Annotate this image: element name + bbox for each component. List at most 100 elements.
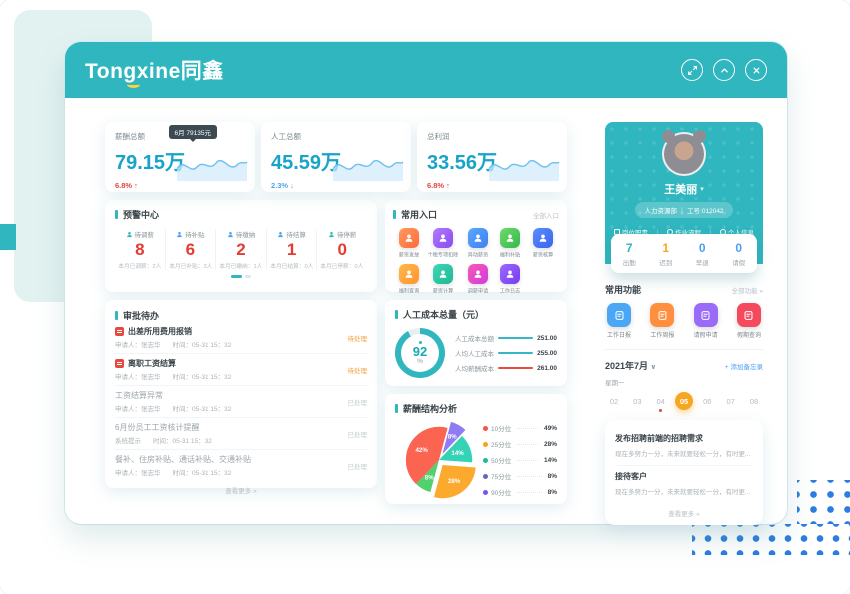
attendance-stat-value: 1 <box>662 241 670 255</box>
calendar-month[interactable]: 2021年7月 ∨ <box>605 359 656 372</box>
pie-legend-label: 75分位 <box>491 474 512 481</box>
pie-legend-value: 49% <box>543 424 557 432</box>
calendar-day[interactable]: 03 <box>633 396 642 406</box>
salary-structure-title: 薪酬结构分析 <box>395 402 557 415</box>
function-item[interactable]: 假期查询 <box>736 303 761 339</box>
close-circle-icon[interactable] <box>745 59 767 81</box>
avatar[interactable] <box>662 130 706 176</box>
warning-item[interactable]: 待缴纳 2 本月已缴纳：1人 <box>216 229 267 271</box>
quick-entry[interactable]: 薪资计算 <box>425 264 461 295</box>
approval-item[interactable]: 餐补、住房补贴、通话补贴、交通补贴 申请人：张志华 时间：05-31 15：32… <box>115 450 367 481</box>
pager-dot-active[interactable] <box>231 275 242 279</box>
chevron-up-circle-icon[interactable] <box>713 59 735 81</box>
donut-unit: % <box>417 358 423 365</box>
calendar-day[interactable]: 07 <box>726 396 735 406</box>
warning-item[interactable]: 待停薪 0 本月已停薪：0人 <box>317 229 367 270</box>
pager-dot[interactable] <box>245 275 251 279</box>
quick-entry[interactable]: 薪资发放 <box>393 228 425 259</box>
window-controls <box>681 59 767 81</box>
chevron-down-icon[interactable]: ▾ <box>700 186 704 193</box>
quick-entry[interactable]: 调薪申请 <box>462 264 495 295</box>
approvals-more-link[interactable]: 查看更多 » <box>225 488 257 495</box>
app-header: Tongxine同鑫 <box>65 42 787 98</box>
pie-slice <box>433 465 476 499</box>
labor-cost-panel: 人工成本总量（元） 92 % <box>385 300 567 386</box>
approval-item-time: 时间：05-31 15：32 <box>172 470 232 477</box>
calendar-day[interactable]: 06 <box>703 396 712 406</box>
approval-item-title: 工资结算异常 <box>115 391 163 400</box>
quick-entry[interactable]: 个税专项扣除 <box>425 228 461 259</box>
warning-item[interactable]: 待结算 1 本月已结算：0人 <box>267 229 318 271</box>
warning-pager[interactable] <box>115 275 367 279</box>
pie-slice-label: 14% <box>451 450 464 457</box>
approval-status-badge: 已处理 <box>347 431 368 439</box>
person-icon <box>227 231 234 238</box>
function-item[interactable]: 工作周报 <box>650 303 674 339</box>
add-memo-link[interactable]: + 添加备忘录 <box>724 363 763 371</box>
legend-leader-line <box>517 475 542 477</box>
calendar-day[interactable]: 08 <box>749 396 759 406</box>
warning-item-count: 6 <box>185 240 196 259</box>
person-app-icon <box>500 228 521 248</box>
warning-item-sub: 本月已停薪：0人 <box>320 264 364 270</box>
quick-entry[interactable]: 薪资核算 <box>527 228 560 259</box>
quick-entry[interactable]: 福利查询 <box>393 264 425 295</box>
approval-item[interactable]: 离职工资结算 申请人：张志华 时间：05-31 15：32 待处理 <box>115 354 367 386</box>
legend-leader-line <box>517 427 538 429</box>
window-content: 薪酬总额 79.15万 6.8% ↑ 6月 79135元 人工总额 <box>65 98 787 525</box>
app-logo: Tongxine同鑫 <box>85 55 224 88</box>
notice-item[interactable]: 发布招聘前端的招聘需求 现在多努力一分，未来就要轻松一分，有时更... <box>615 428 753 466</box>
document-red-icon <box>115 327 124 336</box>
warning-item-sub: 本月已调薪：2人 <box>118 264 162 270</box>
notices-list: 发布招聘前端的招聘需求 现在多努力一分，未来就要轻松一分，有时更... 接待客户… <box>615 428 753 503</box>
pie-legend-value: 8% <box>547 472 557 480</box>
labor-cost-row-label: 人均薪酬成本 <box>455 366 494 373</box>
common-functions-section: 常用功能 全部功能 » 工作日报 <box>605 283 763 339</box>
warning-item-label: 待停薪 <box>336 232 357 239</box>
calendar-day[interactable]: 04 <box>652 392 670 412</box>
notice-title: 接待客户 <box>615 472 647 481</box>
calendar-day[interactable]: 05 <box>674 392 693 410</box>
quick-entry[interactable]: 工作日志 <box>494 264 527 295</box>
attendance-stat-label: 早退 <box>695 260 709 267</box>
approval-status-badge: 待处理 <box>347 335 368 343</box>
warning-item-label: 待结算 <box>286 232 306 239</box>
warning-item[interactable]: 待调薪 8 本月已调薪：2人 <box>115 229 166 271</box>
approval-item[interactable]: 6月份员工工资核计提醒 系统提示 时间：05-31 15：32 已处理 <box>115 418 367 450</box>
quick-entry-label: 薪资计算 <box>433 289 454 295</box>
function-item[interactable]: 请假申请 <box>693 303 718 339</box>
warning-item-label: 待调薪 <box>134 232 155 239</box>
legend-dot-icon <box>483 425 488 431</box>
quick-entry[interactable]: 福利补贴 <box>494 228 527 259</box>
notice-item[interactable]: 接待客户 现在多努力一分，未来就要轻松一分，有时更... <box>615 466 753 503</box>
warning-center-panel: 预警中心 待调薪 <box>105 200 377 292</box>
pie-slice <box>416 460 439 493</box>
quick-entry[interactable]: 异动薪资 <box>462 228 495 259</box>
notices-more-link[interactable]: 查看更多 » <box>668 511 700 518</box>
calendar-day[interactable]: 02 <box>609 396 619 406</box>
labor-cost-row-value: 261.00 <box>537 364 557 372</box>
warning-item-count: 8 <box>135 240 145 259</box>
person-icon <box>328 231 335 238</box>
all-functions-link[interactable]: 全部功能 » <box>731 287 763 295</box>
approval-item[interactable]: 工资结算异常 申请人：张志华 时间：05-31 15：32 已处理 <box>115 386 367 418</box>
warning-item-count: 0 <box>337 240 347 259</box>
function-item[interactable]: 工作日报 <box>607 303 631 339</box>
donut-marker-dot <box>418 341 422 344</box>
user-name-row: 王美丽 ▾ <box>613 181 755 197</box>
approval-item[interactable]: 出差所用费用报销 申请人：张志华 时间：05-31 15：32 待处理 <box>115 322 367 354</box>
document-app-icon <box>693 303 718 327</box>
expand-arrows-icon[interactable] <box>681 59 703 81</box>
decor-dots-top <box>797 480 850 524</box>
legend-dot-icon <box>483 489 488 495</box>
all-entries-link[interactable]: 全部入口 <box>533 212 559 220</box>
legend-dot-icon <box>483 457 488 463</box>
warning-item[interactable]: 待补贴 6 本月已补贴：3人 <box>166 229 217 271</box>
attendance-stat: 7 出勤 <box>611 241 648 267</box>
labor-cost-row-line <box>498 352 534 354</box>
pie-legend-label: 25分位 <box>491 442 512 449</box>
person-app-icon <box>433 228 454 248</box>
main-column: 薪酬总额 79.15万 6.8% ↑ 6月 79135元 人工总额 <box>105 122 567 525</box>
quick-entries-grid: 薪资发放 个税专项扣除 <box>393 228 559 295</box>
